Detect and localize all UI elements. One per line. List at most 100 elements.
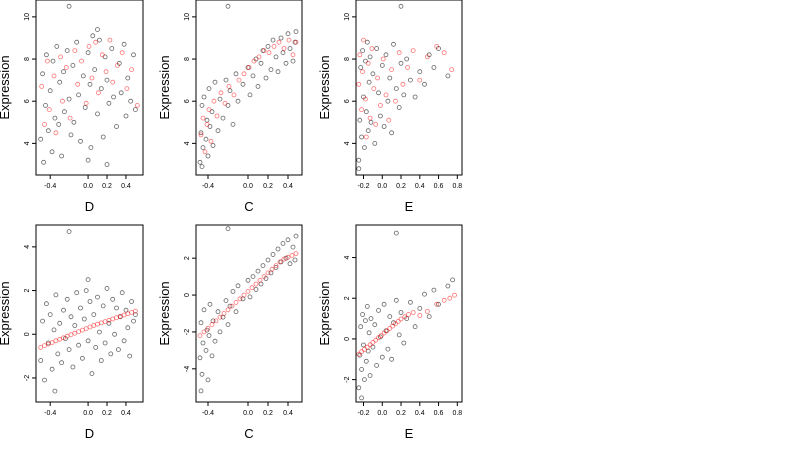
panel-2-series-2-point-9 — [218, 90, 224, 96]
panel-5-series-2-point-9 — [229, 303, 235, 309]
panel-5-series-1-point-43 — [292, 257, 298, 263]
panel-6-series-2-point-12 — [387, 325, 393, 331]
panel-3-series-2-point-11 — [371, 86, 377, 91]
panel-4-series-2-point-26 — [132, 308, 138, 314]
panel-4-series-2-point-14 — [87, 324, 93, 330]
panel-6-series-1-point-11 — [365, 348, 371, 354]
panel-2-series-1-point-36 — [275, 69, 281, 75]
panel-2-series-1-point-21 — [233, 71, 239, 77]
panel-4-series-2-point-17 — [98, 320, 104, 326]
panel-3-series-1-point-2 — [357, 117, 363, 123]
panel-1-series-1-point-39 — [109, 46, 115, 51]
panel-5-y-tick-label-2: -2 — [184, 329, 191, 335]
panel-3-series-1-point-5 — [360, 48, 366, 53]
panel-6-series-1-point-18 — [376, 307, 381, 313]
panel-6-series-1-point-23 — [385, 346, 391, 352]
panel-2-series-1-point-44 — [293, 29, 299, 35]
panel-1-series-1-point-34 — [98, 86, 104, 91]
panel-1-series-1-point-17 — [64, 48, 70, 53]
panel-2-series-2-point-6 — [208, 138, 214, 144]
panel-5-series-1-point-14 — [215, 309, 221, 315]
panel-2-series-2-point-22 — [281, 46, 287, 51]
panel-4-series-1-point-8 — [51, 327, 57, 333]
panel-2-series-1-point-8 — [205, 153, 211, 159]
panel-2-series-2-point-15 — [246, 65, 252, 70]
panel-6-series-2-point-25 — [452, 292, 457, 298]
panel-6-series-1-point-24 — [387, 314, 393, 320]
panel-5-points — [197, 226, 299, 394]
panel-2-x-tick-label-2: 0.0 — [243, 183, 253, 190]
panel-2-series-2-point-8 — [214, 113, 220, 119]
panel-4-series-1-point-23 — [80, 355, 85, 361]
panel-3: -0.2 0.0 0.2 0.4 0.6 0.8 4 6 8 10 E Expression — [317, 0, 463, 214]
panel-1-series-1-point-30 — [90, 33, 96, 39]
panel-5-series-1-point-19 — [227, 303, 233, 309]
panel-2-series-1-point-23 — [240, 81, 246, 87]
panel-4-series-1-point-13 — [61, 307, 66, 313]
panel-6-series-2-point-20 — [417, 313, 423, 318]
panel-4-series-2-point-4 — [49, 340, 55, 346]
panel-6-series-2-point-23 — [441, 297, 447, 303]
panel-4-series-1-point-45 — [121, 338, 127, 344]
panel-4-series-2-point-24 — [125, 311, 131, 317]
panel-3-series-2-point-7 — [363, 134, 369, 140]
panel-4-x-axis-title: D — [85, 426, 94, 441]
panel-4-series-1-point-34 — [100, 303, 106, 309]
panel-4-series-1-point-35 — [102, 340, 108, 346]
panel-3-series-2-point-1 — [356, 81, 362, 87]
panel-5-x-tick-label-2: 0.0 — [243, 410, 253, 417]
panel-4-series-2-point-20 — [110, 316, 116, 322]
panel-2-series-2-point-5 — [206, 107, 212, 112]
panel-1-y-tick-label-3: 8 — [24, 57, 31, 61]
panel-1-series-1-point-40 — [111, 94, 116, 100]
panel-1-series-2-point-20 — [103, 69, 109, 75]
panel-1-series-2-point-10 — [67, 115, 73, 121]
panel-5-series-2-point-20 — [273, 263, 279, 269]
panel-1-series-1-point-37 — [104, 77, 110, 83]
panel-5-series-1-point-42 — [290, 244, 296, 250]
panel-1-series-1-point-12 — [56, 122, 62, 127]
panel-1-series-2-point-11 — [72, 48, 78, 53]
panel-4-series-1-point-31 — [95, 294, 100, 300]
panel-6-x-tick-label-2: 0.0 — [377, 410, 387, 417]
panel-3-series-1-point-34 — [417, 69, 423, 75]
panel-3-series-1-point-40 — [398, 3, 404, 9]
panel-6-series-1-point-15 — [370, 344, 376, 350]
panel-5-series-1-point-44 — [293, 233, 299, 239]
panel-5-series-1-point-20 — [230, 288, 236, 294]
panel-4-series-1-point-36 — [104, 285, 110, 291]
panel-3-series-1-point-15 — [370, 71, 376, 77]
panel-3-series-1-point-12 — [366, 79, 372, 85]
panel-6-y-tick-label-2: 0 — [344, 337, 351, 341]
panel-5-series-2-point-17 — [261, 274, 267, 280]
panel-6-series-1-point-14 — [368, 316, 374, 322]
panel-6-series-1-point-20 — [379, 354, 385, 360]
panel-3-series-1-point-26 — [391, 41, 396, 47]
panel-1-series-1-point-7 — [47, 88, 53, 94]
panel-3-series-2-point-4 — [360, 69, 366, 75]
panel-6-series-2-point-19 — [410, 310, 416, 315]
panel-2-x-axis-title: C — [244, 199, 253, 214]
panel-6-y-tick-label-1: -2 — [344, 376, 351, 382]
panel-1-series-1-point-4 — [43, 103, 48, 108]
panel-5-series-1-point-18 — [225, 322, 231, 328]
panel-4-series-1-point-47 — [125, 325, 131, 331]
panel-4-series-1-point-42 — [116, 347, 121, 353]
panel-3-series-1-point-24 — [387, 75, 393, 81]
panel-5-series-2-point-16 — [257, 277, 263, 283]
panel-4-series-1-point-37 — [106, 320, 112, 326]
panel-5-series-2-point-6 — [217, 314, 223, 320]
panel-5-series-2-point-1 — [197, 333, 203, 339]
panel-1-x-axis-title: D — [85, 199, 94, 214]
panel-1-series-1-point-43 — [118, 90, 124, 96]
panel-1-series-2-point-17 — [93, 39, 99, 45]
panel-4-y-tick-label-3: 2 — [24, 289, 31, 293]
panel-5-y-axis-title: Expression — [157, 281, 172, 345]
panel-1-y-tick-label-1: 4 — [24, 141, 31, 145]
panel-3-series-2-point-3 — [359, 107, 365, 112]
panel-2-y-tick-label-1: 4 — [184, 141, 191, 145]
panel-1-series-1-point-16 — [62, 109, 67, 115]
panel-1-series-2-point-19 — [99, 52, 105, 58]
panel-3-series-2-point-23 — [410, 48, 416, 53]
